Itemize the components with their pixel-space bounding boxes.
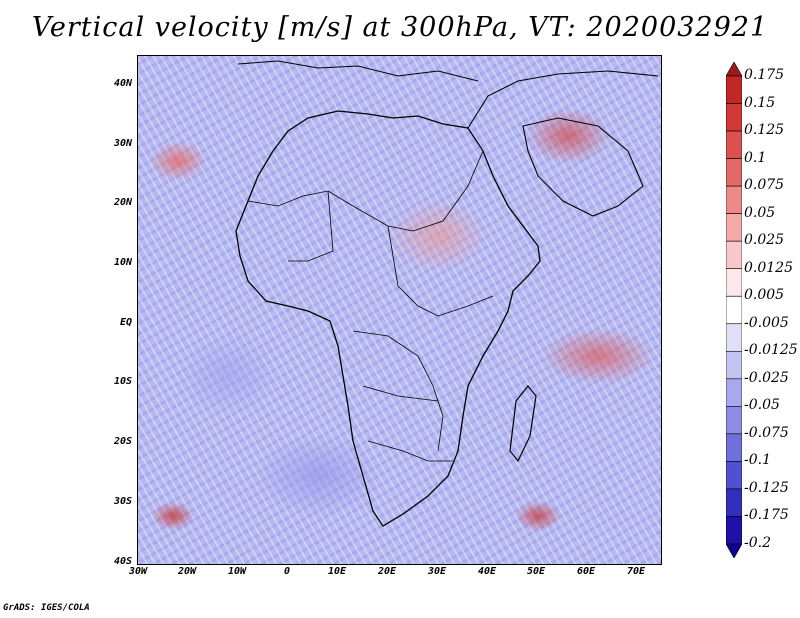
lon-label-70e: 70E <box>626 566 646 577</box>
colorbar-swatch <box>726 323 742 352</box>
lat-label-10n: 10N <box>113 257 132 268</box>
colorbar-level-label: 0.15 <box>744 94 776 111</box>
colorbar-level-label: 0.0125 <box>744 259 793 276</box>
lon-label-20w: 20W <box>177 566 197 577</box>
colorbar-swatch <box>726 240 742 270</box>
colorbar-swatch <box>726 185 742 214</box>
lat-label-20n: 20N <box>113 197 132 208</box>
colorbar-swatch <box>726 295 742 325</box>
map-panel <box>137 55 662 565</box>
lon-label-30w: 30W <box>128 566 148 577</box>
colorbar-level-label: -0.05 <box>744 397 780 414</box>
colorbar-swatch <box>726 213 742 242</box>
colorbar-level-label: -0.125 <box>744 479 789 496</box>
lon-label-40e: 40E <box>477 566 497 577</box>
lon-label-10e: 10E <box>327 566 347 577</box>
colorbar-level-label: -0.025 <box>744 369 789 386</box>
colorbar-swatch <box>726 516 742 545</box>
colorbar-level-label: 0.075 <box>744 177 785 194</box>
colorbar-level-label: 0.025 <box>744 232 785 249</box>
colorbar-level-label: -0.1 <box>744 452 771 469</box>
colorbar-swatch <box>726 488 742 517</box>
colorbar-swatch <box>726 130 742 159</box>
lat-label-40s: 40S <box>113 556 132 567</box>
colorbar-swatch <box>726 268 742 297</box>
lat-label-40n: 40N <box>113 78 132 89</box>
colorbar-swatch <box>726 350 742 380</box>
grads-credit: GrADS: IGES/COLA <box>3 603 90 613</box>
colorbar-swatch <box>726 406 742 435</box>
colorbar-level-label: 0.125 <box>744 122 785 139</box>
lon-label-0: 0 <box>283 566 291 577</box>
lon-label-20e: 20E <box>377 566 397 577</box>
colorbar-max-arrow <box>726 62 742 77</box>
colorbar-swatch <box>726 378 742 407</box>
colorbar-level-label: 0.175 <box>744 67 785 83</box>
colorbar-level-label: 0.1 <box>744 149 767 166</box>
colorbar-min-arrow <box>726 543 742 558</box>
colorbar-level-label: -0.005 <box>744 314 789 331</box>
colorbar-swatch <box>726 461 742 490</box>
colorbar-level-label: -0.075 <box>744 424 789 441</box>
colorbar-level-label: 0.05 <box>744 204 776 221</box>
lon-label-60e: 60E <box>576 566 596 577</box>
lon-label-50e: 50E <box>526 566 546 577</box>
lon-label-30e: 30E <box>427 566 447 577</box>
lat-label-30s: 30S <box>113 496 132 507</box>
lat-label-30n: 30N <box>113 138 132 149</box>
colorbar-level-label: 0.005 <box>744 287 785 304</box>
colorbar-swatch <box>726 433 742 462</box>
lat-label-eq: EQ <box>119 317 132 328</box>
colorbar <box>726 62 742 558</box>
africa-coastline <box>235 60 659 527</box>
colorbar-level-label: -0.2 <box>744 535 771 551</box>
lat-label-20s: 20S <box>113 436 132 447</box>
lon-label-10w: 10W <box>227 566 247 577</box>
colorbar-level-label: -0.175 <box>744 507 789 524</box>
colorbar-swatch <box>726 75 742 104</box>
colorbar-swatch <box>726 103 742 132</box>
lat-label-10s: 10S <box>113 376 132 387</box>
chart-title: Vertical velocity [m/s] at 300hPa, VT: 2… <box>31 12 769 43</box>
colorbar-level-label: -0.0125 <box>744 342 798 359</box>
colorbar-swatch <box>726 158 742 187</box>
